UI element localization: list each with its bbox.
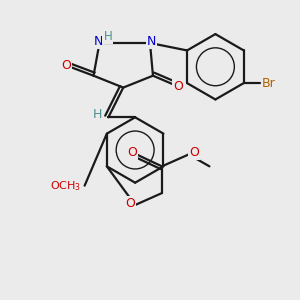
Text: H: H (92, 108, 102, 122)
Text: O: O (189, 146, 199, 159)
Text: O: O (127, 146, 137, 159)
Text: O: O (173, 80, 183, 93)
Text: H: H (103, 30, 112, 43)
Text: O: O (61, 59, 71, 72)
Text: OCH$_3$: OCH$_3$ (50, 179, 82, 193)
Text: N: N (147, 35, 156, 48)
Text: Br: Br (262, 76, 276, 90)
Text: N: N (93, 35, 103, 48)
Text: O: O (125, 197, 135, 210)
